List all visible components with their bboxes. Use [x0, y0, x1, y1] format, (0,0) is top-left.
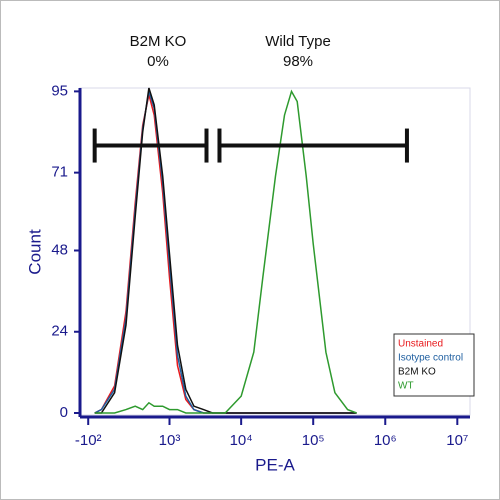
series-line — [94, 89, 357, 414]
legend-box — [393, 333, 475, 397]
legend-entry: Isotype control — [398, 353, 463, 364]
series-line — [94, 87, 357, 414]
legend-entry: Unstained — [398, 339, 443, 350]
x-tick-label: -10² — [75, 432, 102, 449]
y-tick-label: 71 — [51, 164, 68, 181]
x-tick-label: 10⁵ — [302, 432, 325, 449]
x-tick-label: 10⁷ — [446, 432, 468, 449]
gate-label: B2M KO — [130, 33, 187, 50]
series-line — [94, 91, 357, 414]
y-tick-label: 24 — [51, 323, 68, 340]
legend-entry: B2M KO — [398, 367, 436, 378]
series-line — [94, 94, 357, 414]
y-tick-label: 0 — [60, 404, 68, 421]
gate-label: Wild Type — [265, 33, 331, 50]
x-axis-label: PE-A — [255, 455, 295, 474]
gate-percent: 98% — [283, 53, 313, 70]
x-tick-label: 10³ — [159, 432, 181, 449]
x-tick-label: 10⁴ — [230, 432, 253, 449]
y-tick-label: 95 — [51, 82, 68, 99]
legend-entry: WT — [398, 381, 414, 392]
x-tick-label: 10⁶ — [374, 432, 397, 449]
y-tick-label: 48 — [51, 241, 68, 258]
y-axis-label: Count — [25, 229, 44, 275]
gate-percent: 0% — [147, 53, 169, 70]
